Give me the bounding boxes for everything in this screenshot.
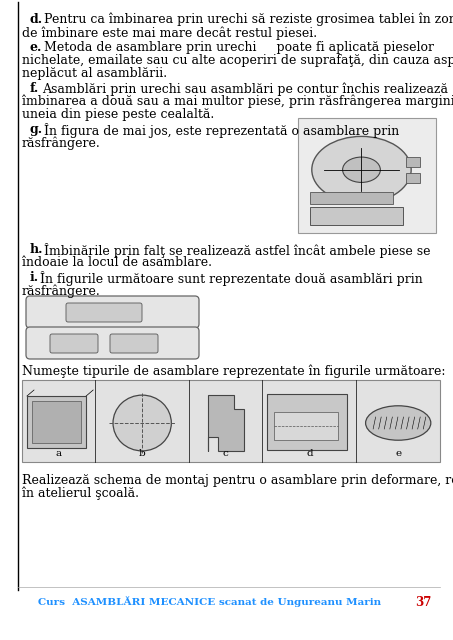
Text: Îmbinările prin falţ se realizează astfel încât ambele piese se: Îmbinările prin falţ se realizează astfe… xyxy=(44,243,430,258)
FancyBboxPatch shape xyxy=(50,334,98,353)
Text: Asamblări prin urechi sau asamblări pe contur închis realizează: Asamblări prin urechi sau asamblări pe c… xyxy=(42,82,448,95)
Text: uneia din piese peste cealaltă.: uneia din piese peste cealaltă. xyxy=(22,108,214,121)
Text: a: a xyxy=(56,449,62,458)
FancyBboxPatch shape xyxy=(110,334,158,353)
Text: În figurile următoare sunt reprezentate două asamblări prin: În figurile următoare sunt reprezentate … xyxy=(40,271,423,286)
Text: h.: h. xyxy=(30,243,43,256)
FancyBboxPatch shape xyxy=(405,157,419,167)
Text: e: e xyxy=(395,449,401,458)
Text: Metoda de asamblare prin urechi     poate fi aplicată pieselor: Metoda de asamblare prin urechi poate fi… xyxy=(44,41,434,54)
Text: i.: i. xyxy=(30,271,39,284)
Text: 37: 37 xyxy=(415,596,432,609)
Text: d.: d. xyxy=(30,13,43,26)
Text: În figura de mai jos, este reprezentată o asamblare prin: În figura de mai jos, este reprezentată … xyxy=(44,123,399,138)
FancyBboxPatch shape xyxy=(27,396,86,448)
FancyBboxPatch shape xyxy=(66,303,142,322)
Text: răsfrângere.: răsfrângere. xyxy=(22,284,101,298)
Text: Pentru ca îmbinarea prin urechi să reziste grosimea tablei în zona: Pentru ca îmbinarea prin urechi să rezis… xyxy=(44,13,453,26)
Ellipse shape xyxy=(342,157,381,182)
FancyBboxPatch shape xyxy=(22,380,440,462)
FancyBboxPatch shape xyxy=(405,173,419,183)
FancyBboxPatch shape xyxy=(298,118,436,233)
FancyBboxPatch shape xyxy=(275,412,338,440)
Text: Realizează schema de montaj pentru o asamblare prin deformare, realizată: Realizează schema de montaj pentru o asa… xyxy=(22,474,453,487)
Ellipse shape xyxy=(366,406,431,440)
FancyBboxPatch shape xyxy=(267,394,347,450)
Text: de îmbinare este mai mare decât restul piesei.: de îmbinare este mai mare decât restul p… xyxy=(22,26,317,40)
Text: îndoaie la locul de asamblare.: îndoaie la locul de asamblare. xyxy=(22,256,212,269)
Text: c: c xyxy=(223,449,229,458)
Ellipse shape xyxy=(113,395,171,451)
FancyBboxPatch shape xyxy=(310,192,393,204)
Text: g.: g. xyxy=(30,123,43,136)
Text: neplăcut al asamblării.: neplăcut al asamblării. xyxy=(22,67,167,80)
Text: f.: f. xyxy=(30,82,39,95)
Text: îmbinarea a două sau a mai multor piese, prin răsfrângerea marginilor: îmbinarea a două sau a mai multor piese,… xyxy=(22,95,453,109)
Text: e.: e. xyxy=(30,41,43,54)
Polygon shape xyxy=(208,395,244,451)
Text: Numeşte tipurile de asamblare reprezentate în figurile următoare:: Numeşte tipurile de asamblare reprezenta… xyxy=(22,365,445,378)
FancyBboxPatch shape xyxy=(32,401,81,443)
Ellipse shape xyxy=(312,136,411,203)
Text: nichelate, emailate sau cu alte acoperiri de suprafaţă, din cauza aspectului: nichelate, emailate sau cu alte acoperir… xyxy=(22,54,453,67)
Text: Curs  ASAMBLĂRI MECANICE scanat de Ungureanu Marin: Curs ASAMBLĂRI MECANICE scanat de Ungure… xyxy=(39,596,381,607)
FancyBboxPatch shape xyxy=(26,296,199,328)
Text: răsfrângere.: răsfrângere. xyxy=(22,136,101,150)
Text: d: d xyxy=(306,449,313,458)
FancyBboxPatch shape xyxy=(26,327,199,359)
Text: b: b xyxy=(139,449,145,458)
FancyBboxPatch shape xyxy=(310,207,403,225)
Text: în atelierul şcoală.: în atelierul şcoală. xyxy=(22,487,139,500)
